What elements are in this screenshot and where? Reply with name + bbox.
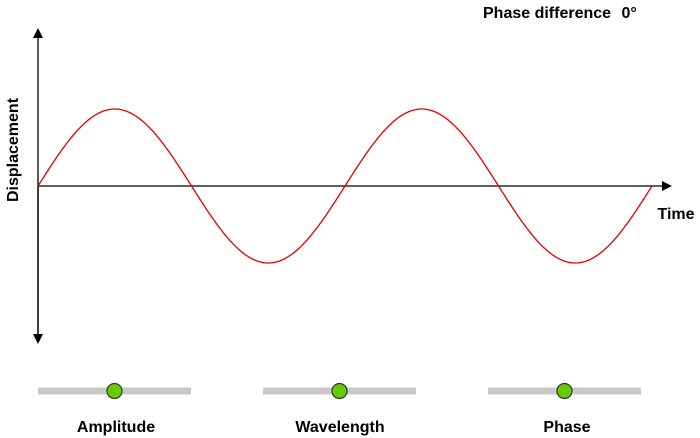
wavelength-slider-label: Wavelength	[295, 419, 384, 436]
phase-difference-title: Phase difference 0°	[483, 5, 637, 22]
wavelength-slider[interactable]: Wavelength	[263, 382, 416, 437]
x-axis-label: Time	[657, 206, 694, 223]
phase-slider-knob[interactable]	[556, 382, 573, 400]
phase-difference-label: Phase difference	[483, 5, 611, 22]
amplitude-slider-label: Amplitude	[77, 419, 155, 436]
amplitude-slider[interactable]: Amplitude	[38, 382, 191, 437]
sine-wave	[37, 108, 653, 264]
phase-slider-label: Phase	[543, 419, 590, 436]
phase-slider[interactable]: Phase	[488, 382, 641, 437]
amplitude-slider-knob[interactable]	[106, 382, 123, 400]
y-axis-label: Displacement	[5, 97, 22, 202]
wavelength-slider-knob[interactable]	[331, 382, 348, 400]
phase-difference-value: 0°	[622, 5, 637, 22]
